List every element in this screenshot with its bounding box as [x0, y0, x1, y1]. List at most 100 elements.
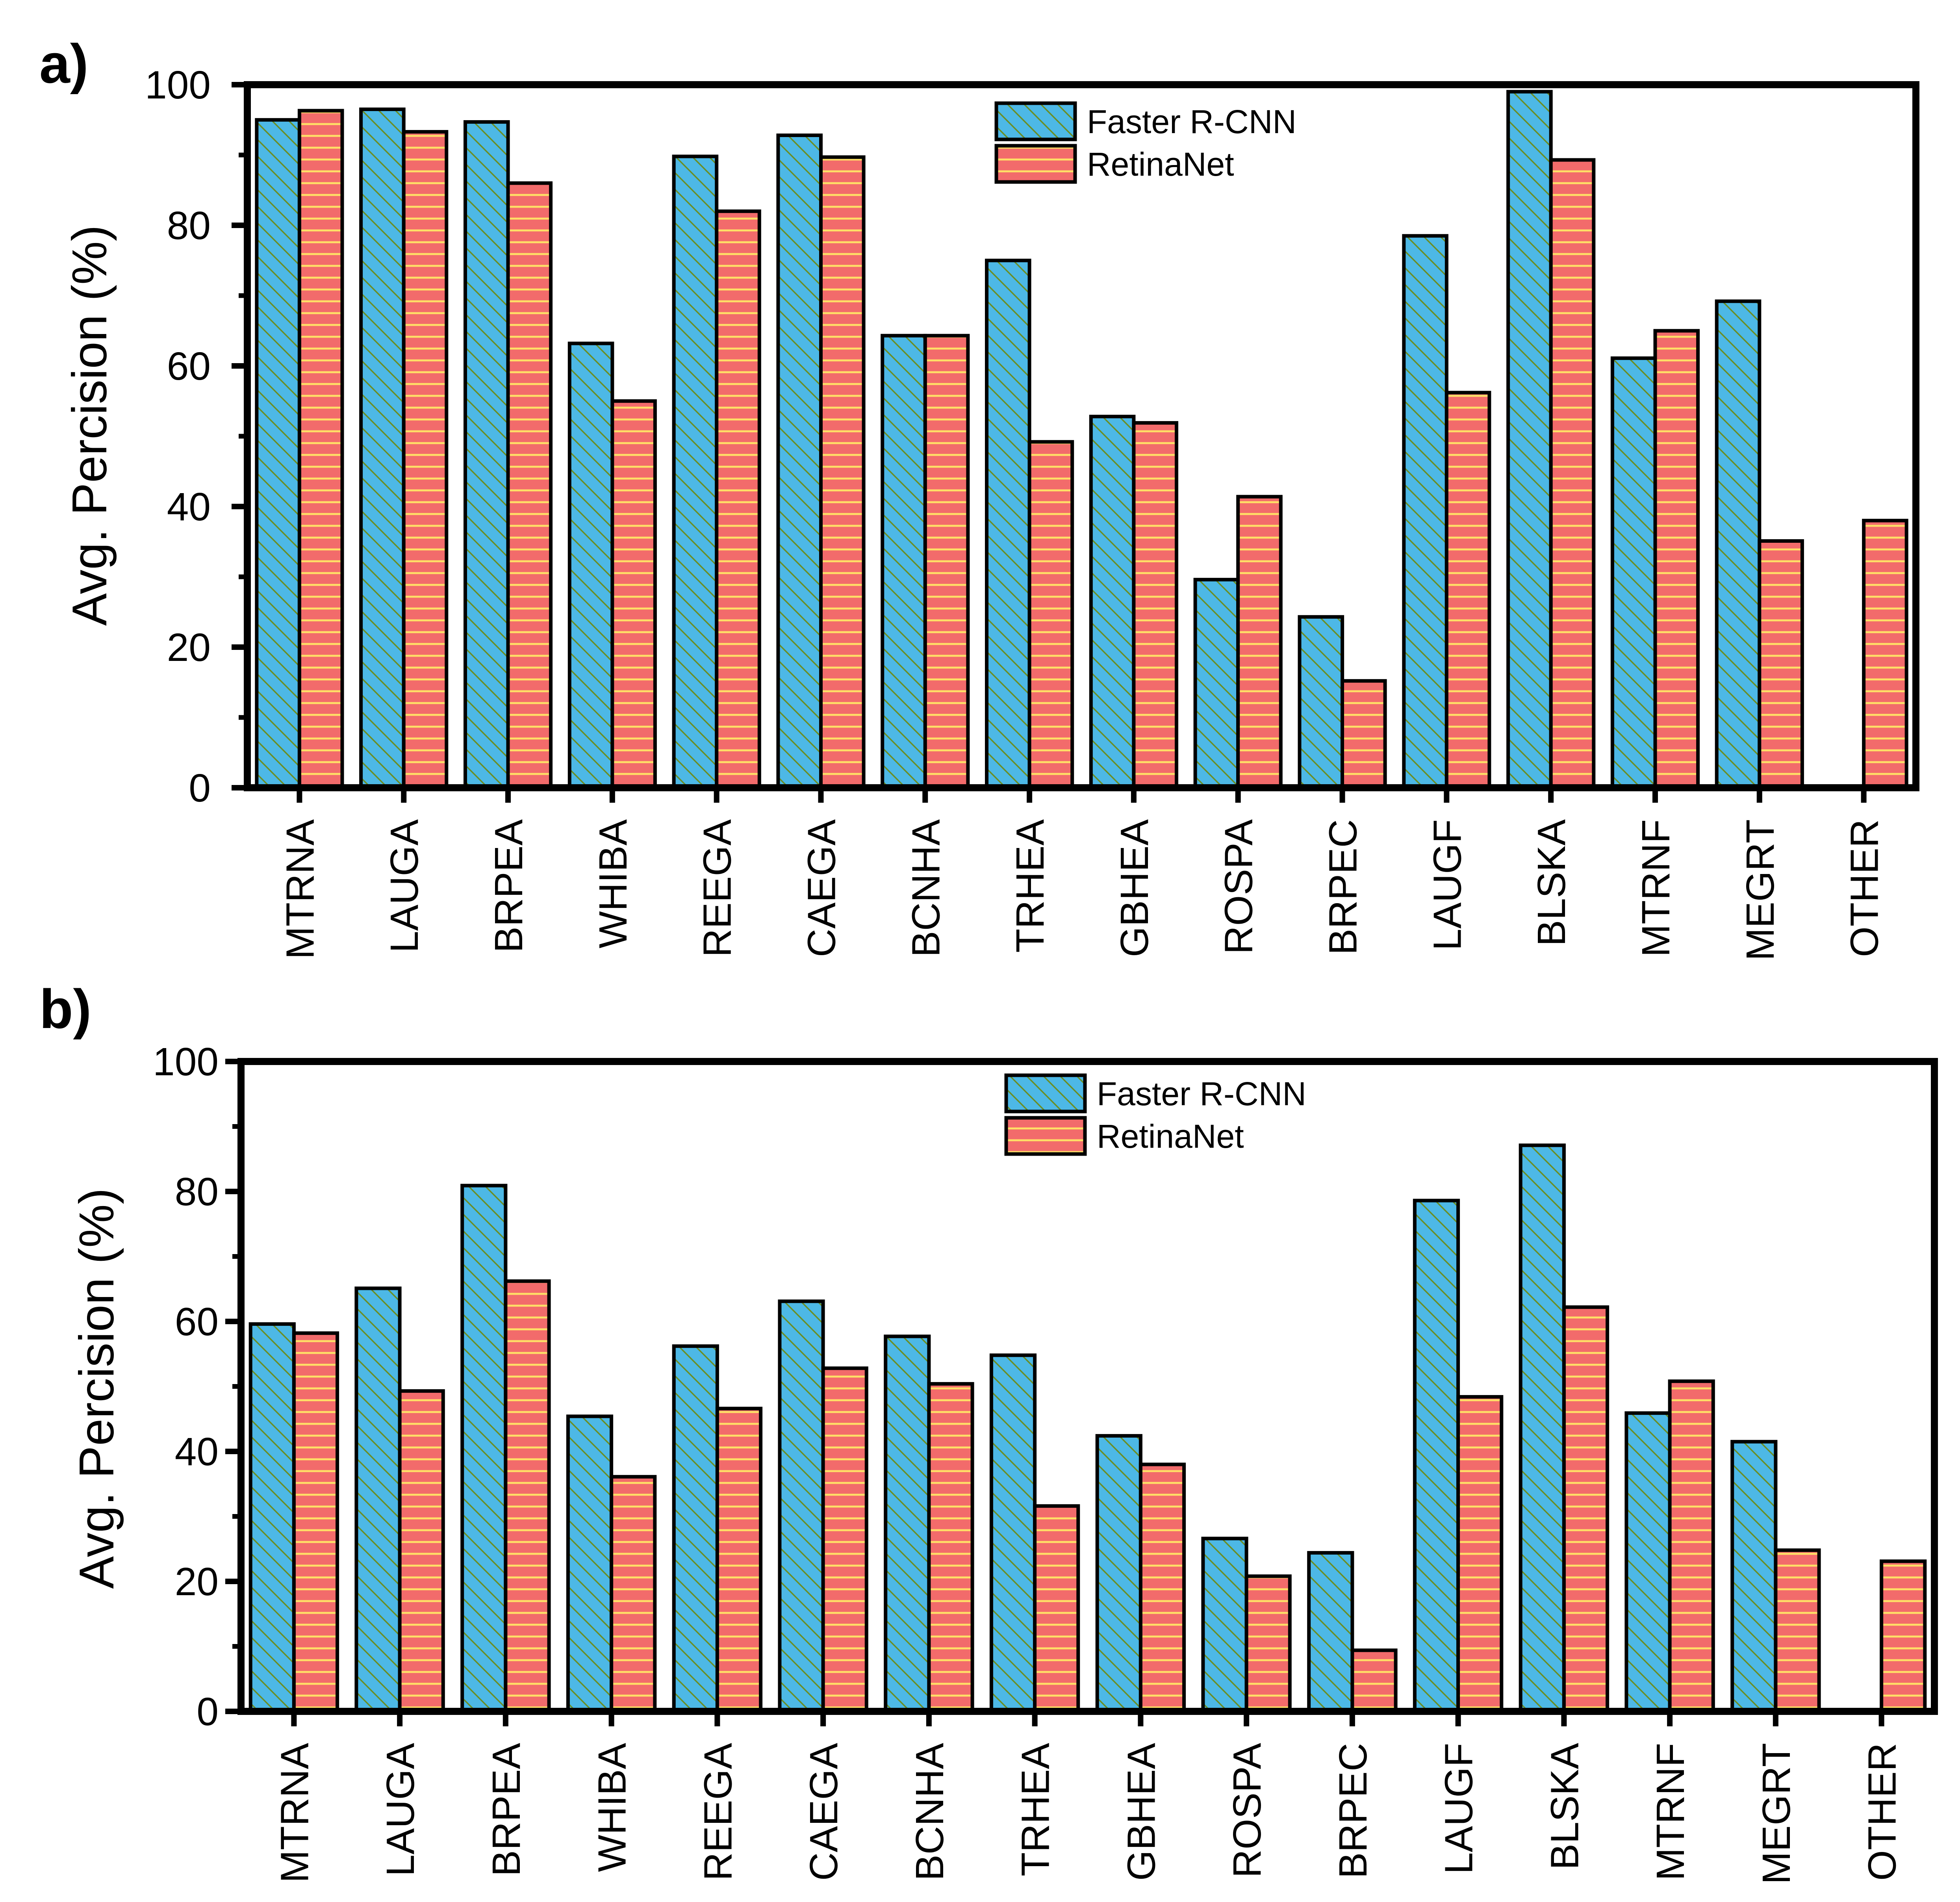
- panel-a-category-label: WHIBA: [591, 819, 635, 948]
- panel-a-category-label: OTHER: [1843, 819, 1887, 957]
- panel-b-bar-retina-megrt: [1774, 1548, 1821, 1713]
- panel-b-bar-retina-lauga: [398, 1389, 445, 1713]
- panel-a-category-label: MTRNA: [278, 819, 322, 959]
- panel-a-legend-label-retina: RetinaNet: [1087, 146, 1234, 183]
- panel-b-bar-retina-trhea: [1033, 1504, 1080, 1713]
- panel-a-bar-retina-whiba: [610, 399, 657, 790]
- panel-b-bar-faster-gbhea: [1095, 1434, 1142, 1713]
- panel-a-bar-faster-rospa: [1193, 578, 1240, 790]
- panel-b-y-axis-title: Avg. Percision (%): [70, 1188, 124, 1589]
- panel-b-bar-retina-mtrnf: [1668, 1379, 1715, 1713]
- panel-a-bar-retina-gbhea: [1132, 421, 1178, 790]
- panel-a-label: a): [39, 33, 88, 95]
- panel-b-bar-faster-mtrna: [248, 1322, 296, 1713]
- panel-a-legend: Faster R-CNN RetinaNet: [994, 101, 1296, 184]
- panel-a-bar-faster-mtrnf: [1610, 356, 1657, 790]
- panel-a-category-label: GBHEA: [1113, 819, 1157, 957]
- panel-a-y-tick-label: 40: [167, 485, 211, 529]
- panel-a-y-tick-label: 20: [167, 625, 211, 670]
- panel-a-x-ticks: MTRNA LAUGA BRPEA WHIBA REEGA CAEGA BCNHA TRHEA…: [278, 788, 1887, 961]
- panel-b-category-label: OTHER: [1860, 1743, 1904, 1881]
- panel-b-category-label: BLSKA: [1543, 1743, 1587, 1870]
- panel-a-bar-faster-bcnha: [881, 334, 927, 790]
- panel-a-category-label: CAEGA: [800, 819, 844, 957]
- panel-a-legend-label-faster: Faster R-CNN: [1087, 103, 1296, 140]
- panel-a-category-label: LAUGF: [1425, 819, 1469, 950]
- panel-a-bar-retina-bcnha: [923, 334, 970, 790]
- panel-b-bar-faster-caega: [778, 1299, 825, 1713]
- panel-b-bar-retina-blska: [1562, 1305, 1610, 1713]
- panel-a-bar-retina-brpea: [506, 181, 553, 790]
- chart-panel-b: b) Avg. Percision (%) 0 20 40 60 80 100 MTRNA…: [39, 978, 1938, 1884]
- panel-b-category-label: MTRNF: [1648, 1743, 1693, 1881]
- panel-a-y-tick-label: 100: [145, 63, 211, 107]
- panel-b-bars: [248, 1143, 1927, 1713]
- panel-b-legend-swatch-retina: [1004, 1116, 1087, 1156]
- panel-a-category-label: MTRNF: [1634, 819, 1678, 957]
- panel-b-bar-faster-trhea: [989, 1353, 1037, 1713]
- panel-a-bar-faster-reega: [672, 154, 719, 790]
- panel-b-bar-faster-megrt: [1730, 1440, 1778, 1713]
- panel-b-category-label: BRPEA: [484, 1743, 528, 1876]
- panel-a-legend-swatch-faster: [994, 101, 1077, 141]
- panel-a-category-label: BCNHA: [904, 819, 948, 957]
- panel-a-bar-retina-mtrna: [297, 109, 344, 790]
- panel-b-bar-retina-reega: [715, 1407, 763, 1713]
- panel-b-legend-swatch-faster: [1004, 1073, 1087, 1113]
- panel-b-y-ticks: 0 20 40 60 80 100: [153, 1040, 241, 1734]
- panel-b-bar-retina-bcnha: [927, 1382, 974, 1713]
- panel-b-category-label: GBHEA: [1119, 1743, 1163, 1881]
- panel-b-category-label: LAUGF: [1437, 1743, 1481, 1874]
- panel-a-bar-retina-blska: [1549, 158, 1596, 790]
- panel-a-y-tick-label: 80: [167, 204, 211, 248]
- panel-a-bar-retina-megrt: [1758, 539, 1804, 790]
- panel-a-y-tick-label: 0: [189, 766, 211, 810]
- panel-b-bar-retina-laugf: [1456, 1395, 1504, 1713]
- panel-b-category-label: ROSPA: [1225, 1743, 1269, 1878]
- panel-b-bar-faster-bcnha: [884, 1334, 931, 1713]
- panel-a-bar-faster-blska: [1506, 90, 1553, 790]
- panel-a-bar-faster-whiba: [567, 341, 614, 790]
- panel-a-bar-faster-mtrna: [255, 118, 301, 790]
- panel-a-bar-faster-trhea: [985, 258, 1031, 790]
- panel-b-label: b): [39, 978, 91, 1040]
- panel-a-bar-retina-rospa: [1236, 495, 1283, 790]
- panel-b-bar-faster-reega: [672, 1344, 719, 1713]
- panel-a-bar-retina-reega: [715, 209, 761, 790]
- panel-b-bar-faster-brpea: [460, 1184, 508, 1713]
- panel-b-bar-retina-gbhea: [1139, 1462, 1186, 1713]
- panel-b-category-label: LAUGA: [378, 1743, 423, 1876]
- panel-b-category-label: REEGA: [696, 1743, 740, 1881]
- panel-b-category-label: WHIBA: [590, 1743, 634, 1872]
- panel-a-category-label: TRHEA: [1008, 819, 1052, 953]
- panel-a-bar-retina-brpec: [1341, 679, 1387, 790]
- panel-b-bar-retina-brpea: [504, 1279, 551, 1713]
- panel-b-bar-retina-rospa: [1244, 1574, 1292, 1713]
- panel-a-bar-retina-trhea: [1027, 440, 1074, 790]
- panel-b-bar-faster-laugf: [1413, 1199, 1460, 1713]
- panel-a-y-axis-title: Avg. Percision (%): [63, 225, 117, 626]
- panel-b-y-tick-label: 40: [175, 1430, 219, 1474]
- panel-a-bar-retina-other: [1862, 519, 1908, 790]
- panel-b-bar-faster-brpec: [1307, 1551, 1354, 1713]
- panel-a-category-label: BLSKA: [1530, 819, 1574, 946]
- panel-b-legend: Faster R-CNN RetinaNet: [1004, 1073, 1306, 1156]
- panel-a-category-label: MEGRT: [1738, 819, 1782, 961]
- panel-a-category-label: BRPEC: [1321, 819, 1365, 955]
- panel-b-y-tick-label: 60: [175, 1300, 219, 1344]
- panel-a-category-label: REEGA: [695, 819, 740, 957]
- panel-b-bar-retina-other: [1880, 1559, 1927, 1713]
- panel-b-x-ticks: MTRNA LAUGA BRPEA WHIBA REEGA CAEGA BCNHA TRHEA…: [273, 1711, 1904, 1884]
- panel-b-category-label: CAEGA: [802, 1743, 846, 1881]
- panel-a-bar-retina-caega: [819, 155, 866, 790]
- panel-a-bar-retina-lauga: [402, 130, 449, 790]
- panel-a-category-label: LAUGA: [382, 819, 426, 953]
- panel-a-bar-faster-gbhea: [1089, 415, 1136, 790]
- panel-a-bar-faster-megrt: [1715, 299, 1762, 790]
- panel-a-y-ticks: 0 20 40 60 80 100: [145, 63, 247, 810]
- panel-b-legend-label-faster: Faster R-CNN: [1097, 1075, 1306, 1112]
- panel-b-category-label: TRHEA: [1014, 1743, 1058, 1876]
- panel-b-category-label: BCNHA: [908, 1743, 952, 1881]
- panel-b-y-tick-label: 100: [153, 1040, 219, 1084]
